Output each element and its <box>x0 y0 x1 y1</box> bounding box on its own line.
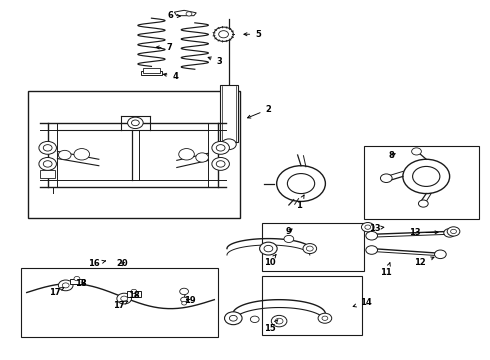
Circle shape <box>43 161 52 167</box>
Circle shape <box>288 174 315 194</box>
Circle shape <box>212 157 229 170</box>
Text: 6: 6 <box>168 11 180 20</box>
Circle shape <box>303 244 317 253</box>
Text: 10: 10 <box>264 255 276 267</box>
Circle shape <box>380 174 392 183</box>
Text: 9: 9 <box>286 227 292 236</box>
Text: 20: 20 <box>117 260 128 269</box>
Bar <box>141 71 162 75</box>
Circle shape <box>264 246 273 252</box>
Polygon shape <box>174 10 196 16</box>
Circle shape <box>180 288 189 295</box>
Circle shape <box>43 145 52 151</box>
Text: 19: 19 <box>184 296 196 305</box>
Bar <box>21 267 218 337</box>
Bar <box>28 91 240 217</box>
Circle shape <box>39 157 56 170</box>
Bar <box>127 292 141 297</box>
Circle shape <box>271 315 287 327</box>
Circle shape <box>277 166 325 202</box>
Circle shape <box>58 280 73 291</box>
Circle shape <box>39 141 56 154</box>
Circle shape <box>196 153 208 162</box>
Circle shape <box>58 150 71 159</box>
Circle shape <box>74 276 80 281</box>
Circle shape <box>366 231 377 240</box>
Circle shape <box>284 235 294 243</box>
Bar <box>220 85 238 143</box>
Text: 5: 5 <box>244 30 261 39</box>
Circle shape <box>221 139 236 150</box>
Circle shape <box>365 225 371 229</box>
Circle shape <box>214 27 233 41</box>
Text: 2: 2 <box>247 105 271 118</box>
Bar <box>70 279 84 284</box>
Text: 16: 16 <box>88 260 105 269</box>
Circle shape <box>412 148 421 155</box>
Circle shape <box>181 297 188 302</box>
Bar <box>365 146 479 219</box>
Circle shape <box>444 229 456 237</box>
Circle shape <box>179 149 195 160</box>
Circle shape <box>127 117 143 129</box>
Circle shape <box>250 316 259 323</box>
Circle shape <box>413 166 440 186</box>
Text: 18: 18 <box>75 279 87 288</box>
Circle shape <box>121 296 127 301</box>
Text: 12: 12 <box>415 257 434 267</box>
Bar <box>262 276 362 336</box>
Circle shape <box>451 229 457 234</box>
Circle shape <box>219 31 228 38</box>
Circle shape <box>362 222 374 232</box>
Text: 7: 7 <box>156 43 172 52</box>
Circle shape <box>318 313 332 323</box>
Text: 1: 1 <box>295 195 304 210</box>
Circle shape <box>212 141 229 154</box>
Text: 11: 11 <box>380 263 392 277</box>
Text: 4: 4 <box>164 72 178 81</box>
Circle shape <box>216 161 225 167</box>
Text: 15: 15 <box>264 320 278 333</box>
Circle shape <box>447 227 460 236</box>
Circle shape <box>131 120 139 126</box>
Text: 8: 8 <box>388 151 395 160</box>
Circle shape <box>260 242 277 255</box>
Circle shape <box>117 293 131 304</box>
Circle shape <box>403 159 450 194</box>
Text: 18: 18 <box>128 291 140 300</box>
Circle shape <box>74 149 90 160</box>
Circle shape <box>366 246 377 254</box>
Circle shape <box>322 316 328 320</box>
Text: 13: 13 <box>409 228 438 237</box>
Circle shape <box>229 315 237 321</box>
Text: 13: 13 <box>369 224 384 233</box>
Bar <box>143 68 160 73</box>
Circle shape <box>216 145 225 151</box>
Circle shape <box>186 12 192 16</box>
Circle shape <box>182 301 187 305</box>
Circle shape <box>435 250 446 258</box>
Text: 17: 17 <box>49 288 64 297</box>
Circle shape <box>62 283 69 288</box>
Text: 3: 3 <box>208 57 222 66</box>
Bar <box>40 170 55 178</box>
Circle shape <box>418 200 428 207</box>
Bar <box>262 223 365 271</box>
Circle shape <box>224 312 242 325</box>
Text: 14: 14 <box>353 298 372 307</box>
Circle shape <box>131 289 137 294</box>
Text: 17: 17 <box>113 301 128 310</box>
Circle shape <box>306 246 313 251</box>
Circle shape <box>275 318 283 324</box>
